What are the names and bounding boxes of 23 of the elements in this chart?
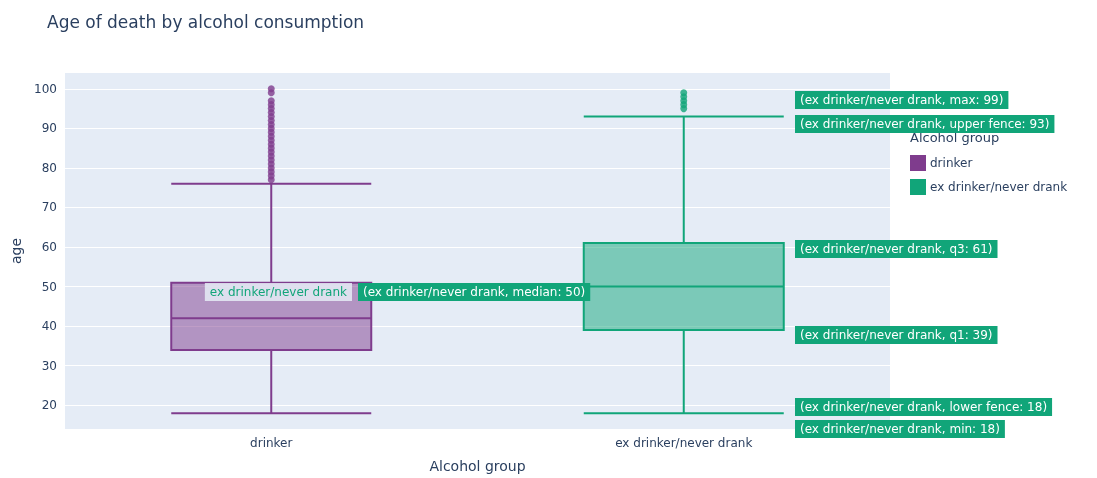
annotation: (ex drinker/never drank, lower fence: 18) bbox=[800, 400, 1048, 414]
y-tick-label: 30 bbox=[41, 358, 57, 373]
y-tick-label: 70 bbox=[41, 200, 57, 215]
y-tick-label: 60 bbox=[41, 240, 57, 255]
legend-label: ex drinker/never drank bbox=[930, 180, 1068, 194]
annotation: (ex drinker/never drank, median: 50) bbox=[363, 285, 586, 299]
x-axis-title: Alcohol group bbox=[429, 458, 526, 474]
annotation: ex drinker/never drank bbox=[209, 285, 348, 299]
legend-label: drinker bbox=[930, 156, 973, 170]
chart-title: Age of death by alcohol consumption bbox=[47, 11, 365, 32]
annotation: (ex drinker/never drank, max: 99) bbox=[800, 93, 1004, 107]
legend-title: Alcohol group bbox=[910, 130, 1000, 145]
y-tick-label: 90 bbox=[41, 121, 57, 136]
annotation: (ex drinker/never drank, min: 18) bbox=[800, 422, 1000, 436]
annotation: (ex drinker/never drank, q1: 39) bbox=[800, 328, 993, 342]
annotation: (ex drinker/never drank, upper fence: 93) bbox=[800, 117, 1050, 131]
y-tick-label: 100 bbox=[34, 81, 57, 96]
y-axis-title: age bbox=[8, 237, 24, 265]
y-tick-label: 50 bbox=[41, 279, 57, 294]
annotation: (ex drinker/never drank, q3: 61) bbox=[800, 242, 993, 256]
y-tick-label: 80 bbox=[41, 160, 57, 175]
y-tick-label: 40 bbox=[41, 319, 57, 334]
y-tick-label: 20 bbox=[41, 398, 57, 413]
